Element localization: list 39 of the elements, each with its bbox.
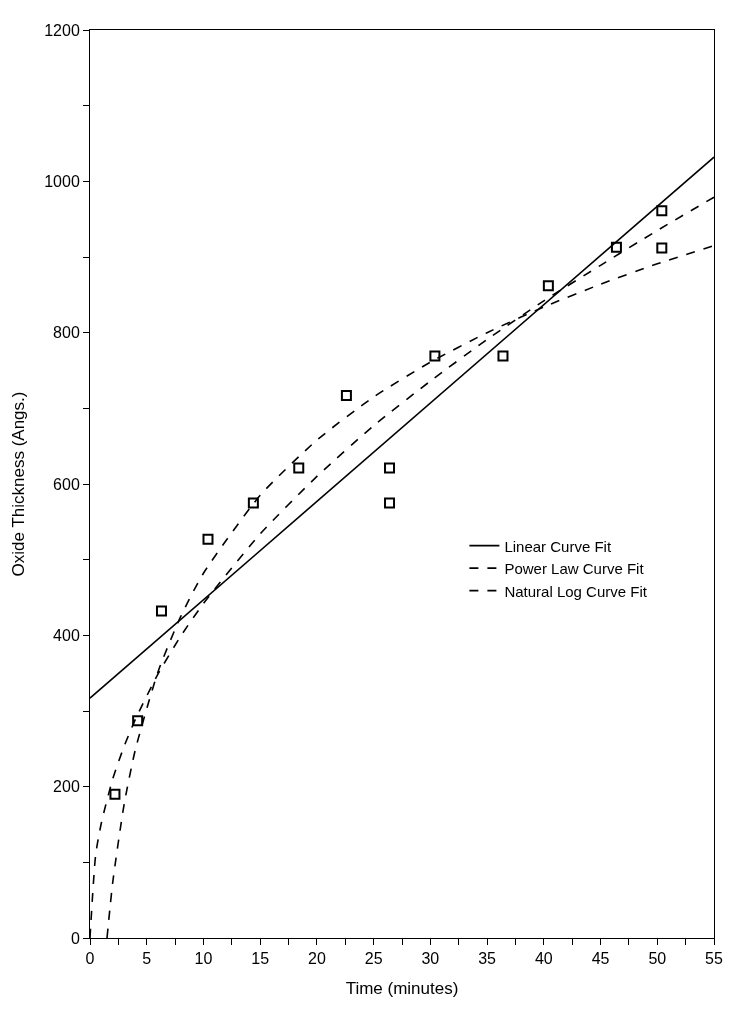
point xyxy=(542,280,554,292)
point xyxy=(293,462,305,474)
y-tick-label: 800 xyxy=(53,324,80,342)
y-tick-label: 1200 xyxy=(44,21,80,39)
x-tick-label: 50 xyxy=(648,950,667,968)
legend-label: Natural Log Curve Fit xyxy=(504,582,648,600)
point xyxy=(132,715,144,727)
y-tick-label: 200 xyxy=(53,778,80,796)
x-tick-label: 0 xyxy=(85,950,95,968)
point xyxy=(155,605,167,617)
x-tick-label: 20 xyxy=(308,950,326,968)
x-tick-label: 40 xyxy=(534,950,553,968)
point xyxy=(384,462,396,474)
point xyxy=(656,242,668,254)
point xyxy=(109,788,121,800)
x-tick-label: 15 xyxy=(251,950,270,968)
legend-label: Power Law Curve Fit xyxy=(504,560,645,577)
y-tick-label: 0 xyxy=(70,929,80,947)
x-tick-label: 35 xyxy=(478,950,497,968)
x-tick-label: 5 xyxy=(142,950,152,968)
y-tick-label: 400 xyxy=(53,626,80,644)
point xyxy=(384,497,396,509)
x-axis-title: Time (minutes) xyxy=(345,978,459,998)
y-tick-label: 1000 xyxy=(44,172,80,190)
y-tick-label: 600 xyxy=(53,475,80,493)
x-tick-label: 25 xyxy=(364,950,383,968)
x-tick-label: 55 xyxy=(705,950,723,968)
x-tick-label: 10 xyxy=(194,950,213,968)
point xyxy=(429,350,441,362)
point xyxy=(202,533,214,545)
point xyxy=(610,241,622,253)
point xyxy=(247,497,259,509)
point xyxy=(497,350,509,362)
x-tick-label: 30 xyxy=(421,950,440,968)
y-axis-title: Oxide Thickness (Angs.) xyxy=(8,391,28,577)
point xyxy=(340,389,352,401)
point xyxy=(656,205,668,217)
x-tick-label: 45 xyxy=(591,950,610,968)
legend-label: Linear Curve Fit xyxy=(504,537,612,555)
